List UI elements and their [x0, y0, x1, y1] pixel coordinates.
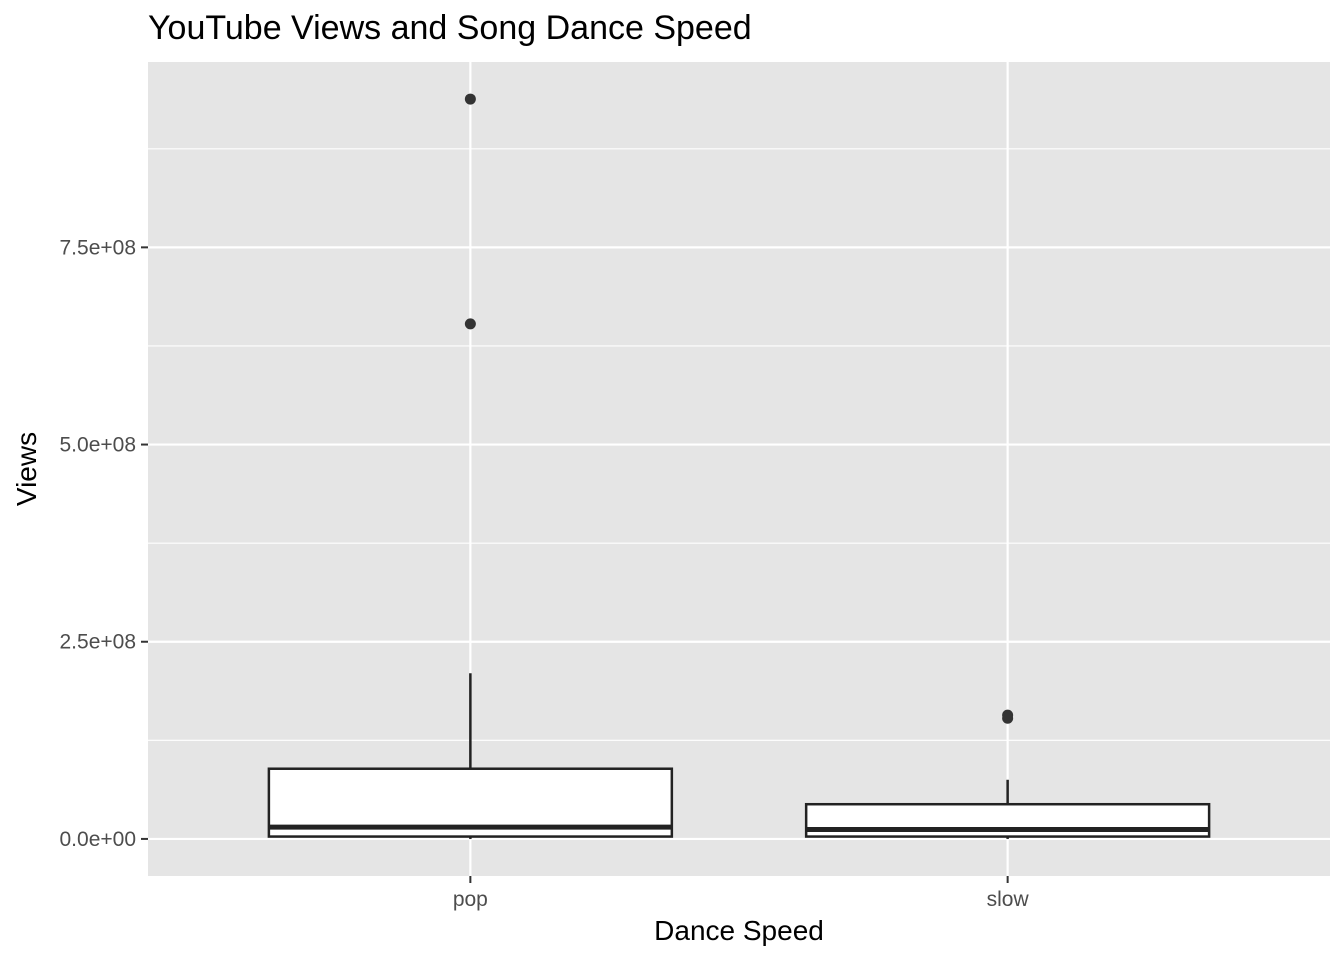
y-tick-label: 7.5e+08: [60, 236, 137, 259]
chart-title: YouTube Views and Song Dance Speed: [148, 9, 752, 47]
box-slow: [804, 709, 1211, 839]
minor-gridlines: [148, 148, 1330, 741]
y-axis: 0.0e+00 2.5e+08 5.0e+08 7.5e+08: [60, 236, 148, 851]
box-series: [267, 93, 1211, 839]
x-tick-label: pop: [453, 888, 488, 911]
x-tick-label: slow: [987, 888, 1030, 911]
outlier-point: [464, 318, 476, 330]
outlier-point: [464, 93, 476, 105]
x-axis-title: Dance Speed: [654, 915, 824, 946]
y-tick-label: 2.5e+08: [60, 631, 137, 654]
y-tick-label: 5.0e+08: [60, 434, 137, 457]
y-axis-title: Views: [11, 432, 42, 506]
outlier-point: [1002, 709, 1014, 721]
box-pop: [267, 93, 674, 839]
plot-panel: [148, 62, 1330, 876]
y-tick-label: 0.0e+00: [60, 828, 137, 851]
x-axis: pop slow: [453, 876, 1030, 911]
